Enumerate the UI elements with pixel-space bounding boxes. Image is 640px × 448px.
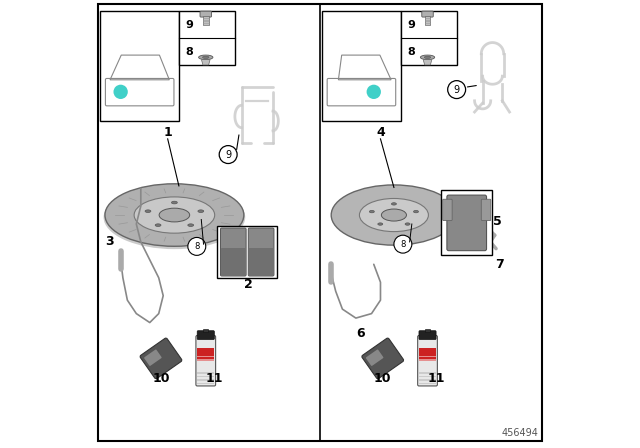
Ellipse shape [159, 208, 189, 222]
Circle shape [219, 146, 237, 164]
FancyBboxPatch shape [419, 379, 436, 380]
Circle shape [113, 85, 128, 99]
Ellipse shape [198, 55, 213, 60]
Ellipse shape [145, 210, 151, 212]
FancyBboxPatch shape [179, 11, 235, 65]
FancyBboxPatch shape [197, 376, 214, 377]
Ellipse shape [413, 211, 419, 213]
FancyBboxPatch shape [419, 383, 436, 384]
Text: 11: 11 [428, 372, 445, 385]
Text: 9: 9 [225, 150, 231, 159]
FancyBboxPatch shape [419, 372, 436, 374]
FancyBboxPatch shape [419, 331, 436, 340]
FancyBboxPatch shape [197, 359, 214, 361]
Ellipse shape [378, 223, 383, 225]
Text: 5: 5 [493, 215, 501, 228]
Text: 6: 6 [356, 327, 365, 340]
FancyBboxPatch shape [100, 11, 179, 121]
Ellipse shape [360, 198, 428, 232]
FancyBboxPatch shape [425, 16, 430, 25]
Text: 11: 11 [205, 372, 223, 385]
FancyBboxPatch shape [419, 356, 436, 357]
FancyBboxPatch shape [203, 16, 209, 25]
Polygon shape [423, 60, 432, 65]
FancyBboxPatch shape [197, 349, 214, 361]
Text: 8: 8 [186, 47, 193, 56]
Circle shape [394, 235, 412, 253]
Text: 456494: 456494 [502, 428, 539, 438]
Text: 7: 7 [495, 258, 504, 271]
FancyBboxPatch shape [204, 329, 208, 332]
Circle shape [188, 237, 205, 255]
FancyBboxPatch shape [197, 383, 214, 384]
Ellipse shape [202, 56, 209, 59]
Text: 9: 9 [186, 20, 193, 30]
Ellipse shape [104, 185, 245, 249]
Circle shape [367, 85, 381, 99]
Text: 10: 10 [152, 372, 170, 385]
FancyBboxPatch shape [197, 379, 214, 380]
FancyBboxPatch shape [98, 4, 541, 441]
FancyBboxPatch shape [220, 228, 246, 276]
FancyBboxPatch shape [248, 228, 274, 276]
FancyBboxPatch shape [221, 248, 246, 276]
Text: 9: 9 [454, 85, 460, 95]
FancyBboxPatch shape [200, 11, 211, 17]
FancyBboxPatch shape [443, 199, 452, 220]
Ellipse shape [105, 184, 244, 246]
Text: 1: 1 [163, 125, 172, 139]
FancyBboxPatch shape [419, 359, 436, 361]
FancyBboxPatch shape [144, 349, 162, 366]
FancyBboxPatch shape [481, 199, 491, 220]
FancyBboxPatch shape [401, 11, 457, 65]
Ellipse shape [405, 223, 410, 225]
Text: 4: 4 [376, 125, 385, 139]
Ellipse shape [155, 224, 161, 226]
FancyBboxPatch shape [418, 336, 437, 386]
FancyBboxPatch shape [362, 338, 404, 379]
FancyBboxPatch shape [419, 376, 436, 377]
FancyBboxPatch shape [217, 226, 277, 278]
FancyBboxPatch shape [197, 356, 214, 357]
FancyBboxPatch shape [323, 11, 401, 121]
Ellipse shape [134, 197, 214, 233]
Text: 3: 3 [105, 235, 114, 249]
FancyBboxPatch shape [366, 349, 383, 366]
Ellipse shape [424, 56, 431, 59]
Text: 2: 2 [244, 278, 253, 291]
Polygon shape [202, 60, 210, 65]
Ellipse shape [369, 211, 374, 213]
Ellipse shape [172, 201, 177, 204]
Text: 8: 8 [194, 242, 200, 251]
FancyBboxPatch shape [422, 11, 433, 17]
Ellipse shape [392, 202, 396, 205]
Text: 8: 8 [400, 240, 406, 249]
FancyBboxPatch shape [249, 248, 273, 276]
FancyBboxPatch shape [447, 195, 486, 251]
FancyBboxPatch shape [441, 190, 493, 255]
Ellipse shape [420, 55, 435, 60]
FancyBboxPatch shape [425, 329, 430, 332]
FancyBboxPatch shape [197, 372, 214, 374]
Text: 10: 10 [374, 372, 392, 385]
FancyBboxPatch shape [419, 349, 436, 361]
Ellipse shape [188, 224, 194, 226]
FancyBboxPatch shape [140, 338, 182, 379]
Circle shape [448, 81, 466, 99]
Text: 9: 9 [408, 20, 415, 30]
Ellipse shape [198, 210, 204, 212]
Ellipse shape [332, 185, 457, 245]
FancyBboxPatch shape [196, 336, 216, 386]
Ellipse shape [381, 209, 406, 221]
FancyBboxPatch shape [197, 331, 214, 340]
Text: 8: 8 [408, 47, 415, 56]
